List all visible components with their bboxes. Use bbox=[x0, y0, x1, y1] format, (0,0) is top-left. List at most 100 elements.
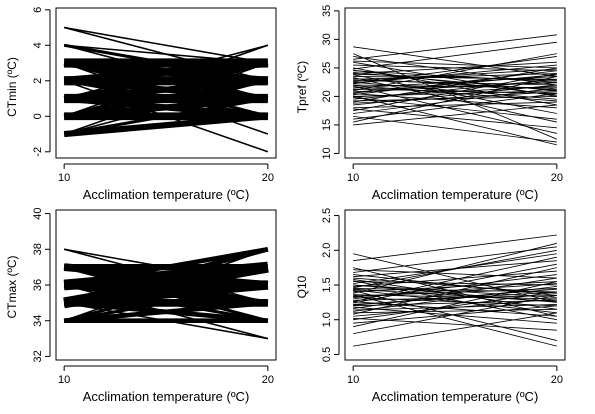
ctmin-series-line-21 bbox=[64, 26, 268, 64]
q10-series-line-22 bbox=[353, 263, 557, 304]
tpref-series-line-37 bbox=[353, 104, 557, 126]
ctmax-series-line-16 bbox=[63, 265, 269, 323]
tpref-y-tick-label-3: 25 bbox=[321, 62, 333, 74]
tpref-series-line-48 bbox=[353, 91, 557, 104]
q10-series-line-1 bbox=[353, 234, 557, 262]
panel-tpref: 10 20 Acclimation temperature (ºC) 10 15 20 25… bbox=[295, 5, 566, 202]
tpref-series-line-41 bbox=[353, 73, 557, 81]
q10-series-line-15 bbox=[353, 242, 557, 294]
q10-series-line-24 bbox=[353, 299, 557, 307]
tpref-y-axis-title: Tpref (ºC) bbox=[295, 61, 309, 113]
ctmax-x-axis-title: Acclimation temperature (ºC) bbox=[83, 389, 250, 404]
q10-series-line-47 bbox=[353, 277, 557, 294]
q10-series-line-37 bbox=[353, 312, 557, 347]
ctmin-series-group bbox=[63, 26, 269, 153]
q10-y-tick-label-1: 1.0 bbox=[321, 312, 333, 327]
tpref-x-axis-title: Acclimation temperature (ºC) bbox=[372, 187, 539, 202]
tpref-series-line-38 bbox=[353, 56, 557, 86]
q10-series-line-46 bbox=[353, 288, 557, 306]
q10-series-line-39 bbox=[353, 294, 557, 347]
tpref-series-line-6 bbox=[353, 41, 557, 70]
tpref-plot-frame bbox=[344, 7, 566, 159]
ctmin-series-line-16 bbox=[63, 113, 269, 138]
q10-series-line-21 bbox=[353, 301, 557, 317]
q10-y-tick-label-0: 0.5 bbox=[321, 347, 333, 362]
tpref-series-line-11 bbox=[353, 76, 557, 80]
tpref-series-line-50 bbox=[353, 56, 557, 85]
tpref-series-line-34 bbox=[353, 115, 557, 143]
ctmax-y-axis-title: CTmax (ºC) bbox=[5, 255, 19, 318]
tpref-x-tick-label-0: 10 bbox=[347, 172, 359, 184]
ctmin-y-tick-label-0: -2 bbox=[32, 147, 44, 157]
ctmin-y-tick-label-4: 6 bbox=[32, 7, 44, 13]
tpref-series-line-21 bbox=[353, 53, 557, 92]
q10-x-tick-label-0: 10 bbox=[347, 374, 359, 386]
ctmin-series-line-25 bbox=[63, 80, 269, 153]
tpref-series-line-19 bbox=[353, 76, 557, 89]
q10-series-line-29 bbox=[353, 308, 557, 314]
tpref-y-tick-label-0: 10 bbox=[321, 147, 333, 159]
ctmax-y-tick-label-0: 32 bbox=[32, 350, 44, 362]
q10-series-line-4 bbox=[353, 246, 557, 273]
ctmin-series-line-28 bbox=[63, 62, 269, 135]
ctmax-series-group bbox=[63, 246, 269, 340]
ctmin-x-tick-label-0: 10 bbox=[58, 172, 70, 184]
q10-series-line-36 bbox=[353, 294, 557, 335]
ctmax-y-tick-label-2: 36 bbox=[32, 279, 44, 291]
ctmin-series-line-26 bbox=[63, 44, 269, 100]
ctmax-x-tick-label-1: 20 bbox=[262, 374, 274, 386]
ctmin-y-axis-title: CTmin (ºC) bbox=[5, 57, 19, 117]
ctmin-y-tick-label-2: 2 bbox=[32, 78, 44, 84]
tpref-series-line-51 bbox=[353, 95, 557, 146]
ctmax-y-tick-label-1: 34 bbox=[32, 315, 44, 327]
q10-x-axis-title: Acclimation temperature (ºC) bbox=[372, 389, 539, 404]
tpref-y-tick-label-5: 35 bbox=[321, 5, 333, 17]
q10-series-group bbox=[353, 234, 557, 347]
tpref-series-line-29 bbox=[353, 67, 557, 103]
ctmin-x-axis-title: Acclimation temperature (ºC) bbox=[83, 187, 250, 202]
q10-series-line-35 bbox=[353, 281, 557, 328]
ctmax-y-tick-label-3: 38 bbox=[32, 243, 44, 255]
q10-series-line-33 bbox=[353, 291, 557, 321]
ctmax-y-tick-label-4: 40 bbox=[32, 207, 44, 219]
ctmin-x-tick-label-1: 20 bbox=[262, 172, 274, 184]
ctmax-series-line-18 bbox=[64, 248, 268, 286]
q10-series-line-41 bbox=[353, 249, 557, 289]
tpref-series-line-28 bbox=[353, 95, 557, 102]
q10-series-line-43 bbox=[353, 284, 557, 298]
q10-series-line-3 bbox=[353, 269, 557, 279]
ctmax-series-line-15 bbox=[63, 283, 269, 323]
ctmin-series-line-22 bbox=[63, 43, 269, 83]
tpref-series-line-39 bbox=[353, 60, 557, 69]
ctmax-series-line-22 bbox=[63, 248, 269, 322]
tpref-series-line-47 bbox=[353, 85, 557, 98]
tpref-y-tick-label-1: 15 bbox=[321, 119, 333, 131]
q10-y-axis-title: Q10 bbox=[295, 275, 309, 298]
q10-plot-frame bbox=[344, 209, 566, 361]
q10-y-tick-label-3: 2.0 bbox=[321, 243, 333, 258]
tpref-series-line-49 bbox=[353, 108, 557, 129]
tpref-series-line-27 bbox=[353, 78, 557, 100]
q10-x-tick-label-1: 20 bbox=[551, 374, 563, 386]
tpref-series-line-2 bbox=[353, 34, 557, 60]
tpref-series-line-35 bbox=[353, 93, 557, 120]
ctmin-y-tick-label-1: 0 bbox=[32, 113, 44, 119]
panel-ctmax: 10 20 Acclimation temperature (ºC) 32 34 36 38… bbox=[5, 207, 277, 404]
tpref-y-tick-label-2: 20 bbox=[321, 90, 333, 102]
tpref-x-tick-label-1: 20 bbox=[551, 172, 563, 184]
ctmin-series-line-24 bbox=[64, 44, 268, 64]
q10-series-line-45 bbox=[353, 288, 557, 303]
tpref-series-line-18 bbox=[353, 85, 557, 134]
ctmax-series-line-20 bbox=[63, 284, 269, 340]
ctmax-series-line-19 bbox=[63, 248, 269, 304]
tpref-series-line-33 bbox=[353, 87, 557, 114]
q10-series-line-38 bbox=[353, 290, 557, 341]
ctmin-series-line-27 bbox=[63, 44, 269, 118]
tpref-series-line-46 bbox=[353, 74, 557, 94]
q10-series-line-44 bbox=[353, 283, 557, 298]
ctmin-y-tick-label-3: 4 bbox=[32, 42, 44, 48]
q10-y-tick-label-2: 1.5 bbox=[321, 277, 333, 292]
tpref-series-line-15 bbox=[353, 81, 557, 100]
tpref-series-line-31 bbox=[353, 101, 557, 109]
